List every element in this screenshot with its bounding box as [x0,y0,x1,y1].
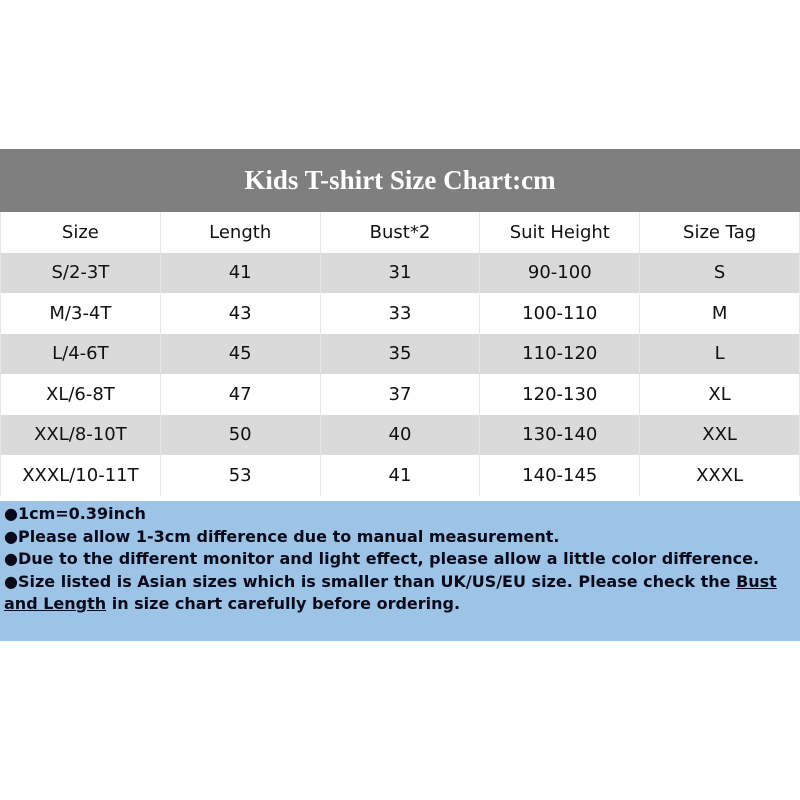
notes-panel: ●1cm=0.39inch ●Please allow 1-3cm differ… [0,501,800,641]
table-cell: 33 [319,293,481,334]
table-cell: 110-120 [479,333,641,374]
table-cell: L/4-6T [0,333,161,374]
header-row: Size Length Bust*2 Suit Height Size Tag [0,212,800,253]
size-table: Size Length Bust*2 Suit Height Size Tag … [0,212,800,496]
table-cell: XXL/8-10T [0,414,161,455]
table-cell: 41 [319,455,481,496]
table-cell: XL/6-8T [0,374,161,415]
column-header: Length [159,212,321,253]
table-cell: XXL [639,414,800,455]
table-cell: XXXL/10-11T [0,455,161,496]
table-cell: 43 [159,293,321,334]
table-row: XXXL/10-11T 53 41 140-145 XXXL [0,455,800,496]
table-cell: 47 [159,374,321,415]
column-header: Suit Height [479,212,641,253]
table-cell: 90-100 [479,252,641,293]
note: ●1cm=0.39inch [4,504,146,523]
column-header: Size [0,212,161,253]
table-cell: S [639,252,800,293]
table-cell: 45 [159,333,321,374]
table-cell: XXXL [639,455,800,496]
note: ●Size listed is Asian sizes which is sma… [4,571,796,616]
table-cell: 41 [159,252,321,293]
table-cell: 31 [319,252,481,293]
table-cell: M [639,293,800,334]
table-cell: 53 [159,455,321,496]
note-text: ●Size listed is Asian sizes which is sma… [4,571,737,591]
note-emphasis: Bust and Length [4,571,777,614]
table-cell: 50 [159,414,321,455]
note: ●Please allow 1-3cm difference due to ma… [4,526,560,546]
chart-title: Kids T-shirt Size Chart:cm [0,149,800,212]
table-cell: 37 [319,374,481,415]
table-cell: 35 [319,333,481,374]
table-cell: L [639,333,800,374]
table-cell: 40 [319,414,481,455]
table-cell: M/3-4T [0,293,161,334]
table-cell: S/2-3T [0,252,161,293]
note-text: in size chart carefully before ordering. [106,594,461,613]
table-cell: 120-130 [479,374,641,415]
table-row: M/3-4T 43 33 100-110 M [0,293,800,334]
table-row: XL/6-8T 47 37 120-130 XL [0,374,800,415]
table-row: L/4-6T 45 35 110-120 L [0,333,800,374]
note: ●Due to the different monitor and light … [4,549,760,568]
column-header: Bust*2 [319,212,481,253]
table-cell: 130-140 [479,414,641,455]
table-row: S/2-3T 41 31 90-100 S [0,252,800,293]
column-header: Size Tag [639,212,800,253]
table-row: XXL/8-10T 50 40 130-140 XXL [0,414,800,455]
table-cell: 140-145 [479,455,641,496]
table-cell: XL [639,374,800,415]
table-cell: 100-110 [479,293,641,334]
